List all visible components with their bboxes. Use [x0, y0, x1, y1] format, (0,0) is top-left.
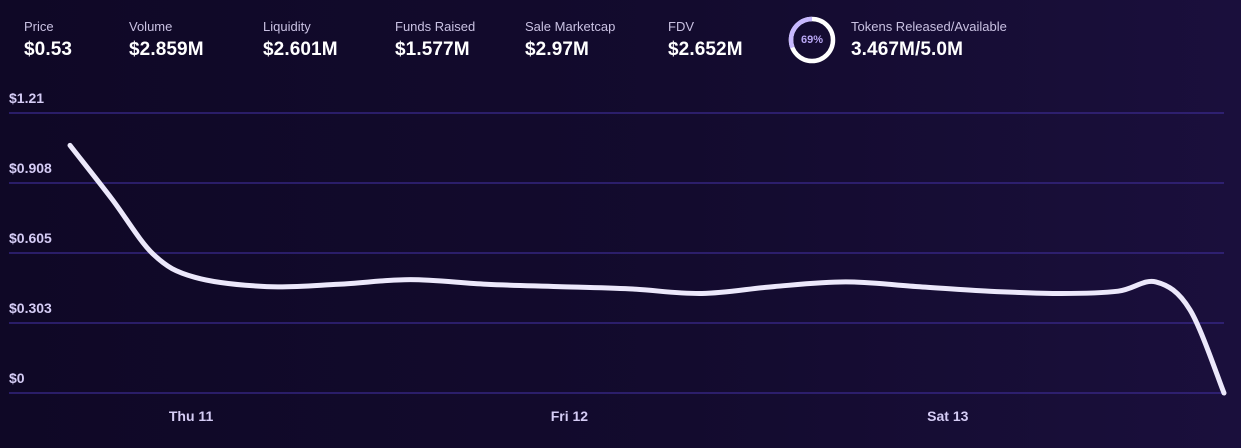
chart-gridlines: [9, 112, 1224, 394]
x-tick-label: Fri 12: [550, 408, 589, 424]
stat-price-label: Price: [24, 19, 54, 34]
stat-price-value: $0.53: [24, 39, 73, 60]
stat-sale-marketcap-value: $2.97M: [525, 39, 589, 60]
y-tick-label: $0.908: [9, 160, 52, 176]
stat-liquidity: Liquidity $2.601M: [263, 19, 338, 61]
stat-tokens-value: 3.467M/5.0M: [851, 39, 963, 60]
y-tick-label: $0.605: [9, 230, 52, 246]
progress-ring-percent: 69%: [800, 34, 824, 46]
stat-tokens-released: Tokens Released/Available 3.467M/5.0M: [851, 19, 1007, 61]
y-tick-label: $0: [9, 370, 25, 386]
tokens-released-progress-ring: 69%: [787, 15, 837, 65]
stat-funds-raised-value: $1.577M: [395, 39, 470, 60]
price-series-line: [67, 142, 1227, 396]
x-tick-label: Sat 13: [927, 408, 969, 424]
stat-fdv: FDV $2.652M: [668, 19, 743, 61]
stat-volume: Volume $2.859M: [129, 19, 204, 61]
stat-volume-value: $2.859M: [129, 39, 204, 60]
stat-price: Price $0.53: [24, 19, 72, 61]
stat-funds-raised-label: Funds Raised: [395, 19, 476, 34]
y-tick-label: $0.303: [9, 300, 52, 316]
stat-sale-marketcap-label: Sale Marketcap: [525, 19, 616, 34]
stat-liquidity-value: $2.601M: [263, 39, 338, 60]
stat-funds-raised: Funds Raised $1.577M: [395, 19, 475, 61]
progress-ring-graphic: [788, 16, 836, 64]
stat-liquidity-label: Liquidity: [263, 19, 311, 34]
stat-sale-marketcap: Sale Marketcap $2.97M: [525, 19, 615, 61]
y-tick-label: $1.21: [9, 90, 45, 106]
stat-fdv-value: $2.652M: [668, 39, 743, 60]
progress-ring-fill: [788, 16, 836, 64]
stat-fdv-label: FDV: [668, 19, 694, 34]
stat-tokens-label: Tokens Released/Available: [851, 19, 1007, 34]
x-tick-label: Thu 11: [168, 408, 214, 424]
stat-volume-label: Volume: [129, 19, 173, 34]
